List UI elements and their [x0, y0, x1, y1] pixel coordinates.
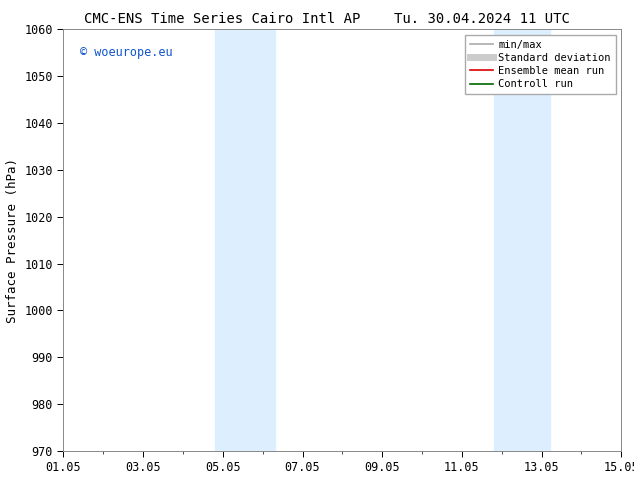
Text: Tu. 30.04.2024 11 UTC: Tu. 30.04.2024 11 UTC	[394, 12, 570, 26]
Text: © woeurope.eu: © woeurope.eu	[80, 46, 172, 59]
Text: CMC-ENS Time Series Cairo Intl AP: CMC-ENS Time Series Cairo Intl AP	[84, 12, 360, 26]
Legend: min/max, Standard deviation, Ensemble mean run, Controll run: min/max, Standard deviation, Ensemble me…	[465, 35, 616, 95]
Y-axis label: Surface Pressure (hPa): Surface Pressure (hPa)	[6, 158, 19, 322]
Bar	[215, 29, 275, 451]
Bar	[494, 29, 550, 451]
